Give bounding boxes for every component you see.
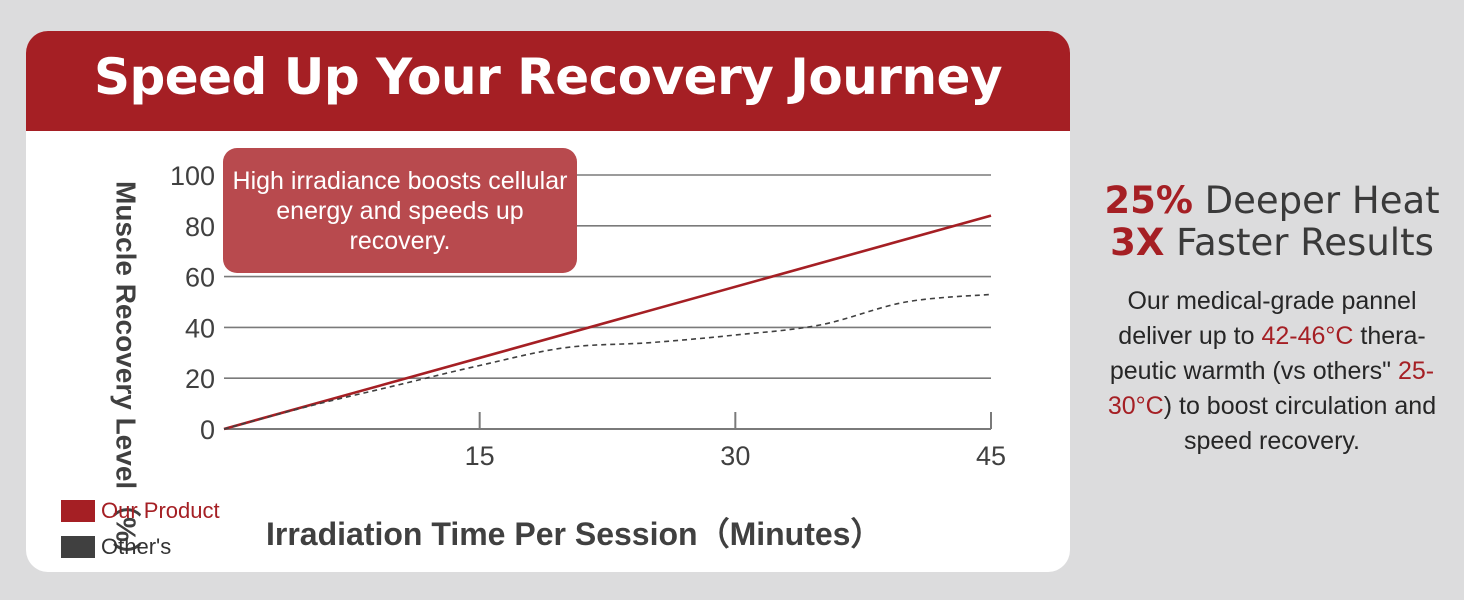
x-tick-label-30: 30: [720, 441, 750, 471]
y-tick-label-20: 20: [185, 364, 215, 394]
legend-item-others: Other's: [61, 534, 171, 560]
x-tick-label-45: 45: [976, 441, 1006, 471]
legend-label-our-product: Our Product: [101, 498, 220, 523]
benefits-panel: 25% Deeper Heat 3X Faster Results Our me…: [1080, 180, 1464, 459]
y-tick-label-0: 0: [200, 415, 215, 445]
y-tick-label-40: 40: [185, 313, 215, 343]
description-part-2: thera-peutic warmth (vs others": [1109, 322, 1426, 385]
y-tick-label-100: 100: [170, 161, 215, 191]
legend-swatch-others: [61, 536, 95, 558]
legend-swatch-our-product: [61, 500, 95, 522]
line-chart: 0 20 40 60 80 100 15 30 45: [170, 161, 1006, 471]
x-tick-label-15: 15: [465, 441, 495, 471]
others-temperature-range: 25-30°C: [1107, 357, 1435, 420]
headline-deeper-heat: 25% Deeper Heat: [1080, 180, 1464, 222]
legend-item-our-product: Our Product: [61, 498, 220, 524]
y-tick-label-60: 60: [185, 263, 215, 293]
chart-card: Speed Up Your Recovery Journey 0 20 40 60 80…: [26, 31, 1070, 572]
title-banner: Speed Up Your Recovery Journey: [26, 31, 1070, 131]
series-line-our-product: [223, 214, 992, 431]
y-axis-title: Muscle Recovery Level（%）: [110, 181, 142, 571]
series-line-others: [223, 293, 992, 430]
deeper-heat-text: Deeper Heat: [1192, 179, 1440, 222]
description-part-1: Our medical-grade pannel deliver up to: [1118, 287, 1417, 350]
description-part-3: ) to boost circulation and speed recover…: [1163, 392, 1437, 455]
benefits-description: Our medical-grade pannel deliver up to 4…: [1080, 284, 1464, 459]
faster-results-text: Faster Results: [1164, 221, 1434, 264]
deeper-heat-percent: 25%: [1104, 179, 1193, 222]
x-axis-title: Irradiation Time Per Session（Minutes）: [266, 516, 883, 552]
headline-faster-results: 3X Faster Results: [1080, 222, 1464, 264]
annotation-callout: High irradiance boosts cellular energy a…: [223, 148, 577, 273]
y-tick-label-80: 80: [185, 212, 215, 242]
our-temperature-range: 42-46°C: [1261, 322, 1354, 350]
chart-title: Speed Up Your Recovery Journey: [93, 48, 1003, 106]
faster-results-multiplier: 3X: [1110, 221, 1165, 264]
legend-label-others: Other's: [101, 534, 172, 559]
